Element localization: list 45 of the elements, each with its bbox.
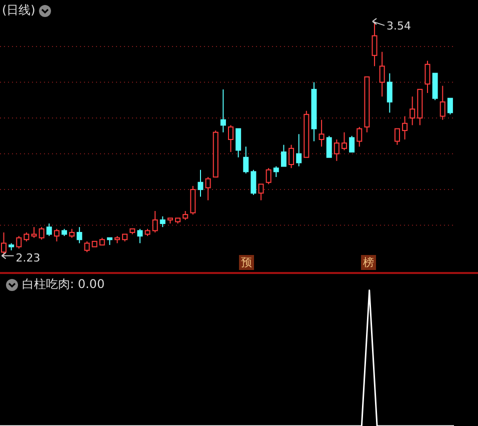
candlestick	[152, 210, 158, 233]
chart-title: (日线)	[2, 3, 36, 17]
candlestick	[205, 176, 211, 201]
candlestick	[342, 132, 348, 151]
candlestick	[447, 98, 453, 115]
candlestick	[160, 216, 166, 228]
candlestick	[394, 128, 400, 146]
candlestick	[273, 166, 279, 178]
candlestick	[326, 135, 332, 158]
candlestick	[54, 228, 60, 242]
candlestick	[410, 96, 416, 126]
annotation: 3.54	[386, 19, 412, 32]
candlestick	[190, 185, 196, 216]
candlestick	[372, 20, 378, 67]
candlestick	[137, 228, 143, 244]
candlestick	[379, 51, 385, 98]
candlestick	[296, 134, 302, 167]
candlestick	[266, 168, 272, 185]
annotation: 2.23	[16, 252, 40, 265]
candlestick	[440, 85, 446, 120]
candlestick	[16, 236, 22, 250]
candlestick	[76, 226, 82, 244]
candlestick	[356, 126, 362, 148]
candlestick	[198, 169, 204, 198]
candlestick	[280, 144, 286, 167]
candlestick	[228, 124, 234, 152]
candlestick	[386, 72, 392, 114]
candlestick	[236, 128, 242, 158]
candlestick	[334, 138, 340, 162]
candlestick	[243, 146, 249, 174]
chart-title: 白柱吃肉: 0.00	[22, 277, 105, 291]
candlestick	[220, 88, 226, 133]
candlestick	[288, 144, 294, 169]
candlestick	[424, 60, 430, 94]
candlestick	[38, 226, 44, 240]
candlestick	[402, 116, 408, 140]
candlestick	[46, 223, 52, 237]
candlestick	[84, 240, 90, 253]
candlestick	[318, 119, 324, 148]
candlestick	[250, 169, 256, 196]
text: 榜	[360, 255, 376, 270]
candlestick	[31, 226, 37, 238]
candlestick	[258, 184, 264, 201]
candlestick	[349, 135, 355, 152]
text: 预	[239, 255, 254, 270]
